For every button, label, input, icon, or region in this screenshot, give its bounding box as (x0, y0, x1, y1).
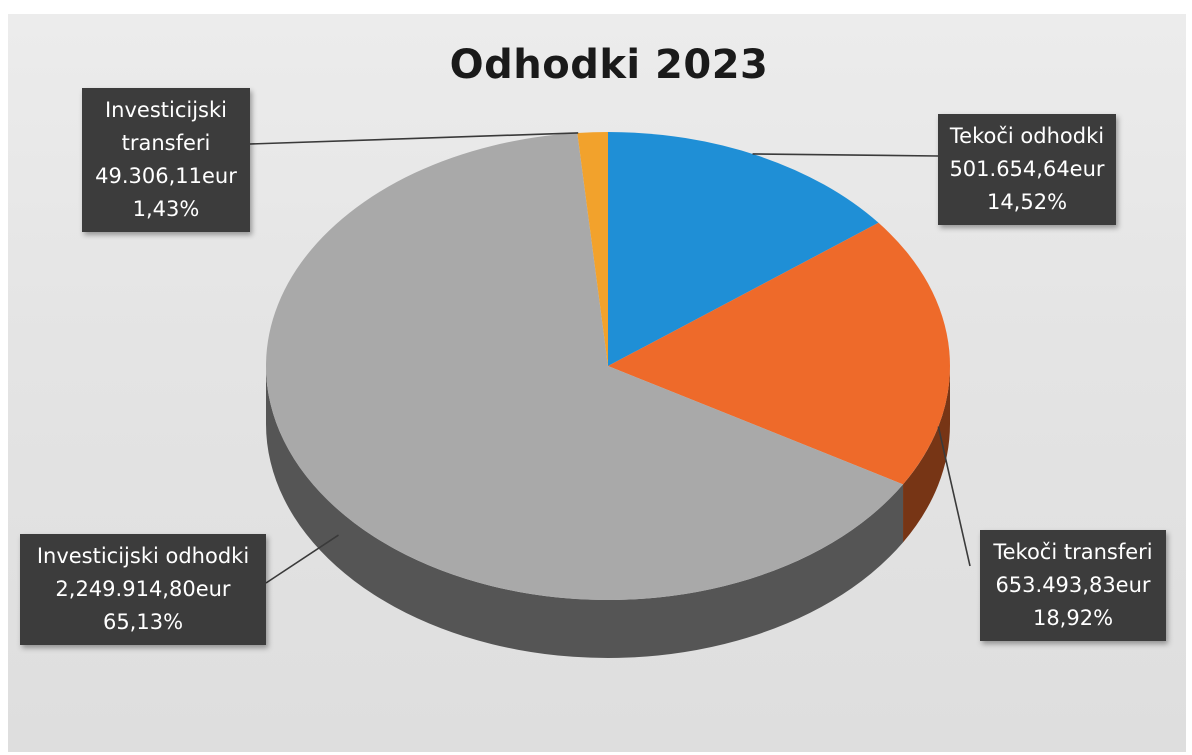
slice-percent: 14,52% (986, 190, 1068, 214)
leader-line-3 (249, 132, 579, 145)
slice-percent: 65,13% (102, 610, 184, 634)
slice-percent: 18,92% (1032, 606, 1114, 630)
pie-slice-3 (577, 132, 608, 366)
pie-side-1 (903, 366, 950, 543)
callout-tekoci-odhodki: Tekoči odhodki 501.654,64eur 14,52% (938, 114, 1116, 225)
slice-label: Tekoči transferi (993, 540, 1153, 564)
pie-slice-1 (608, 222, 951, 485)
callout-tekoci-transferi: Tekoči transferi 653.493,83eur 18,92% (980, 530, 1166, 641)
slice-label: Tekoči odhodki (949, 124, 1105, 148)
chart-title: Odhodki 2023 (449, 42, 769, 88)
leader-line-1 (937, 426, 971, 567)
slice-percent: 1,43% (132, 197, 200, 221)
slice-label-line1: Investicijski (104, 98, 227, 122)
slice-amount: 501.654,64eur (949, 157, 1105, 181)
pie-slice-2 (266, 132, 904, 600)
slice-label-line2: transferi (121, 131, 211, 155)
pie-slice-0 (608, 132, 879, 366)
slice-label: Investicijski odhodki (36, 544, 250, 568)
slice-amount: 49.306,11eur (95, 164, 237, 188)
leader-line-0 (752, 153, 939, 157)
slice-amount: 2,249.914,80eur (55, 577, 231, 601)
slice-amount: 653.493,83eur (995, 573, 1151, 597)
leader-line-2 (265, 534, 339, 584)
callout-investicijski-odhodki: Investicijski odhodki 2,249.914,80eur 65… (20, 534, 266, 645)
pie-side-2 (266, 366, 904, 659)
callout-investicijski-transferi: Investicijski transferi 49.306,11eur 1,4… (82, 88, 250, 232)
